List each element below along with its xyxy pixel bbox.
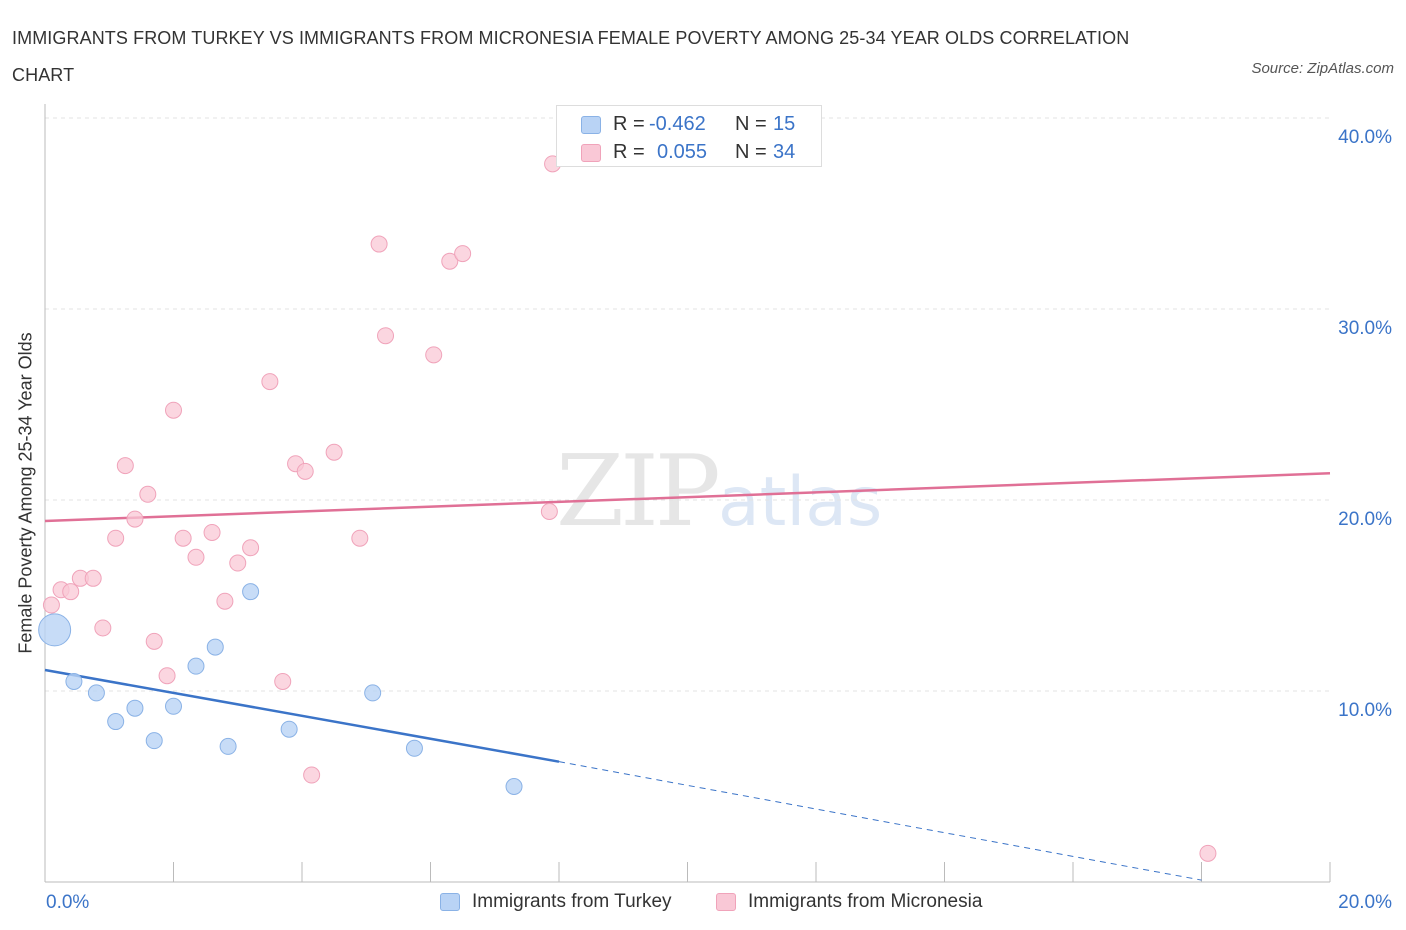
micronesia-point [351,529,369,547]
turkey-point [219,737,237,755]
y-axis-label: Female Poverty Among 25-34 Year Olds [15,332,36,654]
micronesia-point [540,502,558,520]
r-label: R = [613,141,645,163]
legend-label: Immigrants from Turkey [472,891,672,912]
micronesia-point [303,766,321,784]
turkey-swatch [440,893,460,911]
micronesia-point [454,245,472,263]
y-tick-label: 30.0% [1338,318,1392,339]
n-label: N = [735,141,767,163]
r-label: R = [613,113,645,135]
micronesia-trend-line [44,472,1331,523]
watermark-zip: ZIP [556,435,718,549]
micronesia-point [325,443,343,461]
micronesia-point [107,529,125,547]
watermark: ZIP atlas [556,435,882,549]
micronesia-point [229,554,247,572]
n-value: 34 [773,141,796,163]
x-tick-label: 0.0% [46,892,89,913]
grid-lines [45,117,1330,692]
micronesia-point [116,457,134,475]
micronesia-point [165,401,182,419]
turkey-point [107,713,125,731]
micronesia-point [187,548,205,566]
micronesia-point [296,462,314,480]
r-value: -0.462 [649,113,706,135]
micronesia-point [84,569,102,587]
micronesia-point [370,235,388,253]
micronesia-point [441,252,459,270]
micronesia-point [242,539,260,557]
micronesia-point [261,373,279,391]
micronesia-point [42,596,60,614]
legend-label: Immigrants from Micronesia [748,891,983,912]
turkey-point [165,697,182,715]
micronesia-point [145,632,163,650]
turkey-trend-extension [558,761,1202,881]
turkey-point [206,638,224,656]
turkey-point [364,684,382,702]
micronesia-point [174,529,192,547]
micronesia-point [425,346,443,364]
micronesia-point [94,619,112,637]
micronesia-swatch [581,144,601,162]
trend-lines [44,472,1331,881]
data-points [38,155,1217,862]
micronesia-point [126,510,144,528]
turkey-point [126,699,144,717]
tick-labels: 10.0% 20.0% 30.0% 40.0% 0.0% 20.0% [46,127,1392,913]
turkey-point [87,684,105,702]
micronesia-swatch [716,893,736,911]
micronesia-point [139,485,157,503]
n-value: 15 [773,113,796,135]
micronesia-point [158,667,176,685]
y-tick-label: 10.0% [1338,700,1392,721]
turkey-point [187,657,205,675]
turkey-swatch [581,116,601,134]
turkey-point [38,613,72,647]
micronesia-point [203,523,221,541]
micronesia-point [62,583,80,601]
micronesia-point [1199,844,1217,862]
turkey-point [280,720,298,738]
turkey-point [505,778,523,795]
y-tick-label: 20.0% [1338,509,1392,530]
axes [44,104,1331,883]
turkey-point [65,672,83,690]
chart-title: IMMIGRANTS FROM TURKEY VS IMMIGRANTS FRO… [12,28,1130,85]
turkey-trend-line [44,668,560,763]
n-label: N = [735,113,767,135]
micronesia-point [216,592,234,610]
legend-row-turkey: R = -0.462 N = 15 [557,110,821,138]
turkey-point [405,739,423,757]
turkey-point [242,583,260,601]
x-tick-label: 20.0% [1338,892,1392,913]
y-tick-label: 40.0% [1338,127,1392,148]
legend-row-micronesia: R = 0.055 N = 34 [557,138,821,166]
micronesia-point [274,672,292,690]
turkey-point [145,732,163,750]
correlation-legend: R = -0.462 N = 15 R = 0.055 N = 34 [556,105,822,167]
watermark-atlas: atlas [718,463,882,542]
r-value: 0.055 [657,141,708,163]
micronesia-point [377,327,395,345]
source-label: Source: ZipAtlas.com [1251,60,1394,77]
